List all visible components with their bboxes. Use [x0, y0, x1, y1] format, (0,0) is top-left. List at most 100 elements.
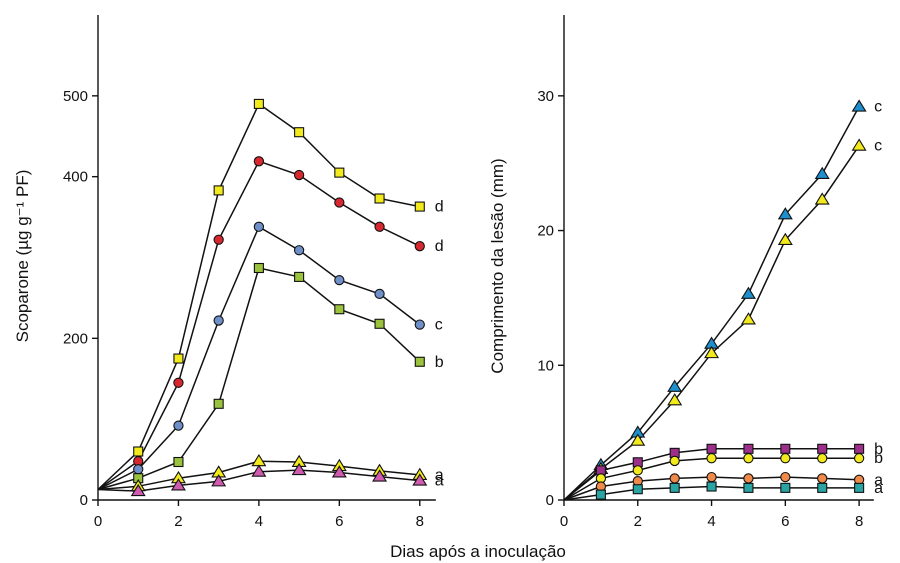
data-point-1-7 [374, 221, 385, 232]
data-point-0-5 [294, 127, 305, 138]
x-tick-label: 2 [634, 513, 642, 530]
series-line-1 [97, 160, 421, 491]
data-point-0-6 [777, 207, 793, 220]
data-point-5-1 [130, 483, 146, 497]
data-point-4-5 [743, 473, 754, 484]
data-point-1-6 [334, 197, 345, 208]
data-point-4-6 [780, 471, 791, 483]
significance-letter: a [435, 467, 444, 484]
data-point-5-1 [595, 489, 606, 500]
data-point-2-4 [706, 443, 717, 454]
data-point-1-5 [740, 312, 756, 325]
data-point-3-8 [414, 356, 425, 367]
data-point-2-5 [743, 443, 754, 454]
x-tick-label: 4 [707, 513, 715, 530]
data-point-3-2 [173, 456, 184, 468]
data-point-1-7 [814, 192, 830, 205]
y-tick-label: 20 [537, 223, 554, 240]
data-point-4-7 [817, 473, 828, 484]
data-point-1-3 [667, 393, 683, 406]
data-point-3-7 [374, 318, 385, 329]
data-point-2-2 [173, 420, 184, 431]
data-point-5-2 [170, 478, 186, 491]
data-point-1-2 [173, 377, 184, 388]
data-point-0-8 [851, 99, 867, 112]
significance-letter: d [435, 238, 444, 255]
data-point-5-8 [854, 482, 865, 493]
data-point-3-3 [669, 455, 680, 467]
y-tick-label: 0 [80, 492, 88, 509]
x-tick-label: 0 [560, 513, 568, 530]
significance-letter: a [874, 480, 883, 497]
data-point-1-6 [777, 232, 793, 246]
data-point-5-4 [706, 481, 717, 492]
data-point-2-8 [414, 319, 425, 330]
data-point-0-3 [213, 185, 224, 196]
x-tick-label: 6 [335, 513, 343, 530]
data-point-3-4 [706, 453, 717, 464]
x-tick-label: 6 [781, 513, 789, 530]
data-point-5-4 [251, 464, 267, 477]
data-point-3-8 [853, 453, 865, 464]
significance-letter: d [435, 199, 444, 216]
x-tick-label: 8 [855, 513, 863, 530]
data-point-0-1 [133, 446, 144, 457]
data-point-1-3 [213, 234, 224, 245]
data-point-4-4 [251, 453, 267, 467]
data-point-0-2 [173, 353, 184, 364]
significance-letter: c [874, 99, 882, 116]
data-point-5-3 [211, 474, 227, 487]
data-point-1-8 [851, 138, 867, 151]
data-point-1-4 [253, 156, 265, 167]
x-tick-label: 4 [255, 513, 263, 530]
x-tick-label: 2 [174, 513, 182, 530]
data-point-2-8 [854, 443, 865, 454]
data-point-5-6 [780, 482, 791, 493]
y-tick-label: 10 [537, 357, 554, 374]
data-point-3-2 [632, 465, 643, 476]
data-point-0-4 [253, 98, 264, 109]
data-point-2-1 [133, 464, 144, 475]
x-axis-title: Dias após a inoculação [390, 542, 566, 561]
data-point-2-4 [253, 221, 265, 232]
y-axis-title: Scoparone (µg g⁻¹ PF) [13, 170, 32, 343]
y-tick-label: 500 [63, 88, 88, 105]
data-point-2-7 [817, 443, 828, 454]
data-point-2-7 [374, 288, 385, 300]
significance-letter: a [874, 472, 883, 489]
x-tick-label: 8 [416, 513, 424, 530]
data-point-3-5 [743, 453, 754, 464]
data-point-3-6 [780, 453, 791, 464]
series-line-0 [563, 106, 860, 501]
data-point-5-8 [412, 473, 428, 486]
significance-letter: a [435, 473, 444, 490]
data-point-1-5 [293, 169, 305, 181]
scoparone-panel: 0 2 4 6 8 0 200 400 500 Scoparone (µg g⁻¹ PF) d d c b… [13, 15, 444, 530]
data-point-4-3 [669, 473, 680, 484]
significance-letter: c [435, 317, 443, 334]
data-point-3-6 [334, 304, 345, 315]
data-point-3-7 [817, 453, 828, 464]
y-tick-label: 30 [537, 88, 554, 105]
data-point-3-4 [253, 262, 264, 274]
data-point-4-4 [706, 471, 717, 483]
data-point-5-6 [331, 465, 347, 478]
data-point-0-7 [814, 166, 830, 179]
lesion-panel: 0 2 4 6 8 0 10 20 30 Comprimento da lesão (mm) c c b… [488, 15, 883, 530]
data-point-5-7 [817, 482, 828, 493]
data-point-5-2 [632, 484, 643, 495]
data-point-5-7 [372, 469, 388, 482]
data-point-1-2 [630, 433, 646, 446]
significance-letter: c [874, 138, 882, 155]
x-tick-label: 0 [94, 513, 102, 530]
data-point-3-3 [213, 398, 224, 409]
data-point-5-3 [669, 482, 680, 493]
data-point-2-3 [213, 315, 224, 326]
data-point-0-3 [667, 379, 683, 392]
y-axis-title: Comprimento da lesão (mm) [488, 158, 507, 373]
data-point-0-7 [374, 193, 385, 204]
data-point-0-6 [334, 167, 345, 178]
y-tick-label: 200 [63, 330, 88, 347]
data-point-2-6 [780, 443, 791, 454]
